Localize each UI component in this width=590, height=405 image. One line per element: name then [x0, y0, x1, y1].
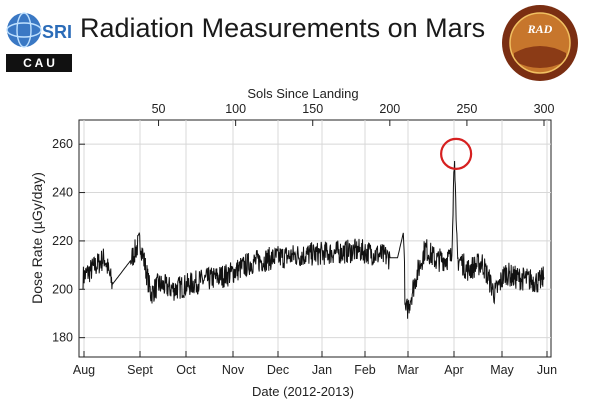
top-axis-label: Sols Since Landing [247, 86, 358, 101]
x-tick-label: Dec [267, 363, 289, 377]
spike-highlight-circle [440, 137, 473, 170]
sri-cau-logo: SRI C A U [6, 12, 72, 72]
top-tick-label: 200 [379, 102, 400, 116]
y-tick-label: 260 [52, 137, 73, 151]
logo-text-sri: SRI [42, 22, 72, 42]
top-tick-label: 250 [456, 102, 477, 116]
x-tick-label: Aug [73, 363, 95, 377]
x-tick-label: Sept [127, 363, 153, 377]
x-tick-label: Mar [397, 363, 419, 377]
y-tick-label: 220 [52, 234, 73, 248]
y-tick-label: 200 [52, 282, 73, 296]
logo-text-cau: C A U [23, 56, 55, 70]
x-tick-label: Apr [444, 363, 463, 377]
y-tick-label: 240 [52, 186, 73, 200]
dose-rate-series [82, 160, 545, 319]
rad-mission-patch: RAD [502, 5, 578, 81]
x-tick-label: Nov [222, 363, 245, 377]
y-tick-label: 180 [52, 331, 73, 345]
top-tick-label: 150 [302, 102, 323, 116]
x-tick-label: Feb [354, 363, 376, 377]
top-tick-label: 100 [225, 102, 246, 116]
y-axis-label: Dose Rate (µGy/day) [29, 172, 45, 304]
top-tick-label: 300 [534, 102, 555, 116]
x-tick-label: May [490, 363, 514, 377]
patch-rad-text: RAD [527, 22, 553, 36]
top-tick-label: 50 [152, 102, 166, 116]
x-tick-label: Jan [312, 363, 332, 377]
plot-area [78, 119, 552, 358]
x-tick-label: Oct [176, 363, 196, 377]
x-tick-label: Jun [537, 363, 557, 377]
slide-title: Radiation Measurements on Mars [80, 13, 486, 43]
globe-icon [7, 13, 41, 47]
x-axis-label: Date (2012-2013) [252, 384, 354, 399]
